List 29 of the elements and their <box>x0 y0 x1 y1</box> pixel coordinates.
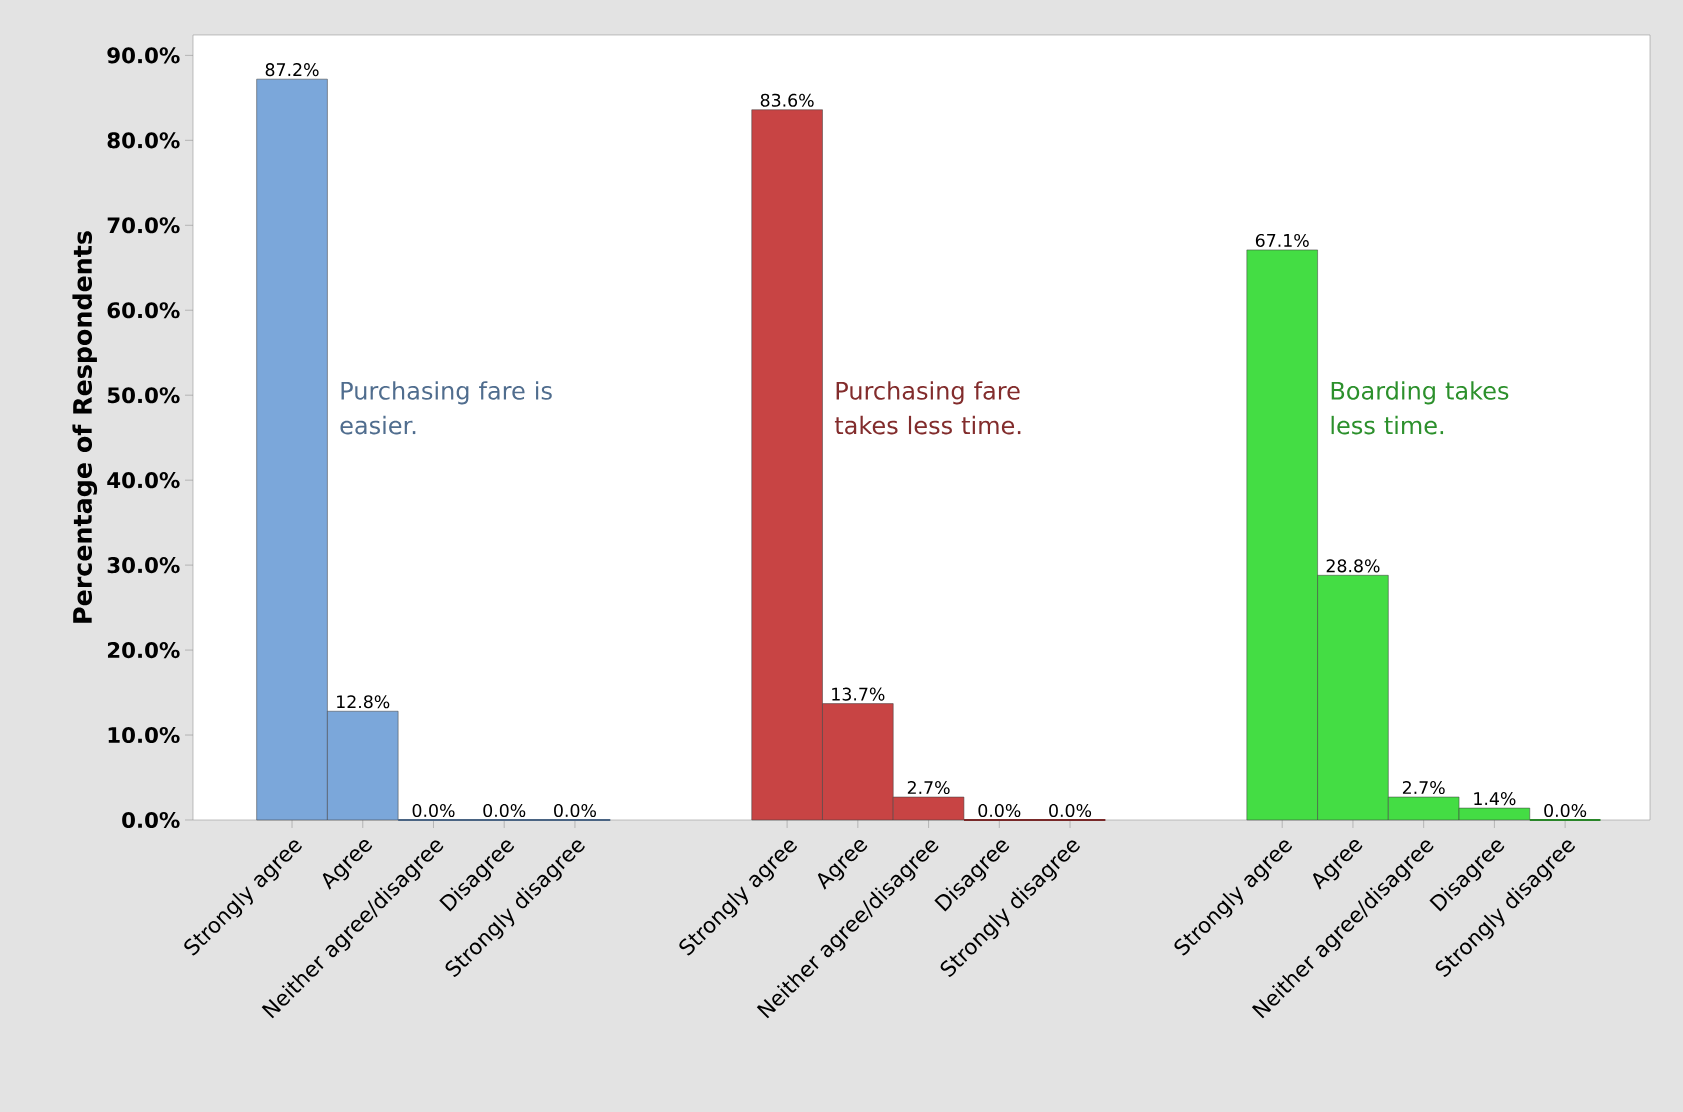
data-label: 2.7% <box>1402 781 1445 795</box>
y-tick-label: 20.0% <box>107 642 180 659</box>
y-tick-label: 10.0% <box>108 726 180 744</box>
data-label: 0.0% <box>1049 803 1092 818</box>
data-label: 0.0% <box>1544 803 1587 818</box>
y-tick-label: 70.0% <box>107 217 180 234</box>
y-tick-label: 40.0% <box>107 472 180 489</box>
series-label: Purchasing fare is easier. <box>340 381 552 435</box>
y-tick-label: 30.0% <box>107 557 180 574</box>
data-label: 87.2% <box>265 63 319 77</box>
y-axis-title: Percentage of Respondents <box>72 231 98 623</box>
data-label: 12.8% <box>337 695 390 709</box>
data-label: 1.4% <box>1474 792 1516 806</box>
data-label: 0.0% <box>412 803 455 818</box>
data-label: 67.1% <box>1255 233 1309 247</box>
data-label: 13.7% <box>832 687 885 701</box>
series-label: Purchasing fare takes less time. <box>834 381 1021 435</box>
y-tick-label: 60.0% <box>107 302 180 319</box>
y-tick-label: 80.0% <box>107 132 180 149</box>
data-label: 0.0% <box>483 803 526 818</box>
y-tick-label: 90.0% <box>107 47 180 64</box>
data-label: 83.6% <box>760 93 814 107</box>
data-label: 0.0% <box>554 803 596 818</box>
y-tick-label: 50.0% <box>107 387 180 404</box>
data-label: 0.0% <box>978 803 1021 818</box>
series-label: Boarding takes less time. <box>1331 381 1509 435</box>
data-label: 2.7% <box>907 781 950 795</box>
y-tick-label: 0.0% <box>122 811 180 829</box>
data-label: 28.8% <box>1326 559 1380 573</box>
